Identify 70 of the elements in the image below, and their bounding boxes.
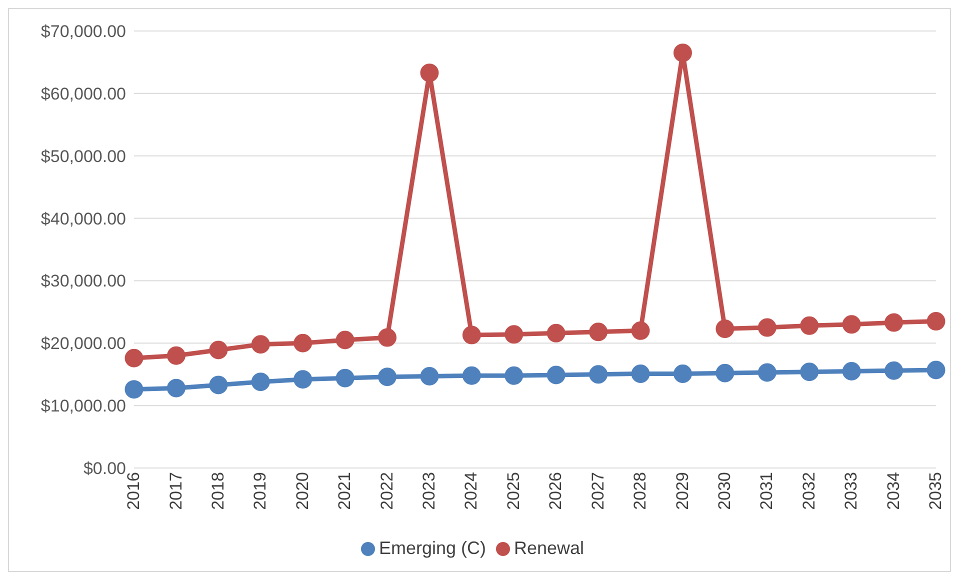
- point: [166, 378, 186, 398]
- point: [209, 340, 228, 360]
- point: [758, 318, 776, 337]
- x-tick-label: 2030: [715, 472, 734, 510]
- x-tick-label: 2017: [166, 472, 186, 510]
- point: [842, 315, 861, 334]
- point: [716, 364, 734, 382]
- point: [926, 312, 946, 331]
- y-tick-label: $20,000.00: [40, 334, 126, 354]
- point: [124, 348, 144, 368]
- y-tick-label: $40,000.00: [40, 209, 126, 228]
- x-tick-label: 2021: [335, 472, 354, 510]
- point: [842, 362, 861, 380]
- point: [420, 64, 439, 82]
- point: [336, 368, 354, 388]
- y-tick-label: $70,000.00: [40, 22, 126, 42]
- y-tick-label: $50,000.00: [40, 146, 126, 166]
- point: [631, 364, 650, 383]
- point: [420, 366, 439, 386]
- x-tick-label: 2022: [377, 472, 396, 510]
- point: [589, 322, 608, 342]
- x-tick-label: 2019: [250, 472, 270, 510]
- point: [209, 376, 228, 394]
- y-tick-label: $30,000.00: [40, 272, 126, 291]
- point: [462, 326, 481, 344]
- point: [884, 361, 904, 380]
- point: [546, 324, 566, 342]
- point: [673, 364, 692, 383]
- point: [378, 328, 397, 347]
- point: [294, 334, 312, 352]
- point: [800, 362, 819, 382]
- x-tick-label: 2026: [546, 472, 566, 510]
- x-tick-label: 2035: [926, 472, 946, 510]
- point: [589, 365, 608, 384]
- point: [462, 366, 481, 385]
- point: [884, 313, 904, 332]
- point: [336, 330, 354, 350]
- x-tick-label: 2032: [799, 472, 818, 510]
- point: [800, 316, 819, 335]
- x-tick-label: 2034: [884, 472, 903, 510]
- point: [546, 366, 566, 384]
- point: [504, 366, 524, 385]
- point: [631, 321, 650, 340]
- x-tick-label: 2023: [420, 472, 439, 510]
- x-tick-label: 2016: [124, 472, 144, 510]
- y-tick-label: $10,000.00: [40, 396, 126, 416]
- x-tick-label: 2031: [757, 472, 776, 510]
- y-tick-label: $0.00: [83, 459, 126, 478]
- x-tick-label: 2027: [588, 472, 608, 510]
- point: [758, 363, 776, 382]
- legend-label: Emerging (C): [378, 538, 486, 558]
- x-tick-label: 2028: [630, 472, 650, 510]
- point: [504, 325, 524, 344]
- x-tick-label: 2025: [504, 472, 523, 510]
- x-tick-label: 2029: [672, 472, 692, 510]
- point: [294, 370, 312, 389]
- point: [926, 360, 946, 380]
- y-tick-label: $60,000.00: [40, 84, 126, 104]
- legend-label: Renewal: [514, 538, 584, 558]
- x-tick-label: 2018: [208, 472, 228, 510]
- x-tick-label: 2020: [292, 472, 312, 510]
- point: [251, 372, 270, 392]
- point: [166, 346, 186, 365]
- point: [124, 380, 144, 399]
- point: [673, 44, 692, 62]
- point: [251, 335, 270, 354]
- x-tick-label: 2033: [842, 472, 861, 510]
- point: [716, 320, 734, 338]
- point: [378, 368, 397, 386]
- x-tick-label: 2024: [462, 472, 481, 510]
